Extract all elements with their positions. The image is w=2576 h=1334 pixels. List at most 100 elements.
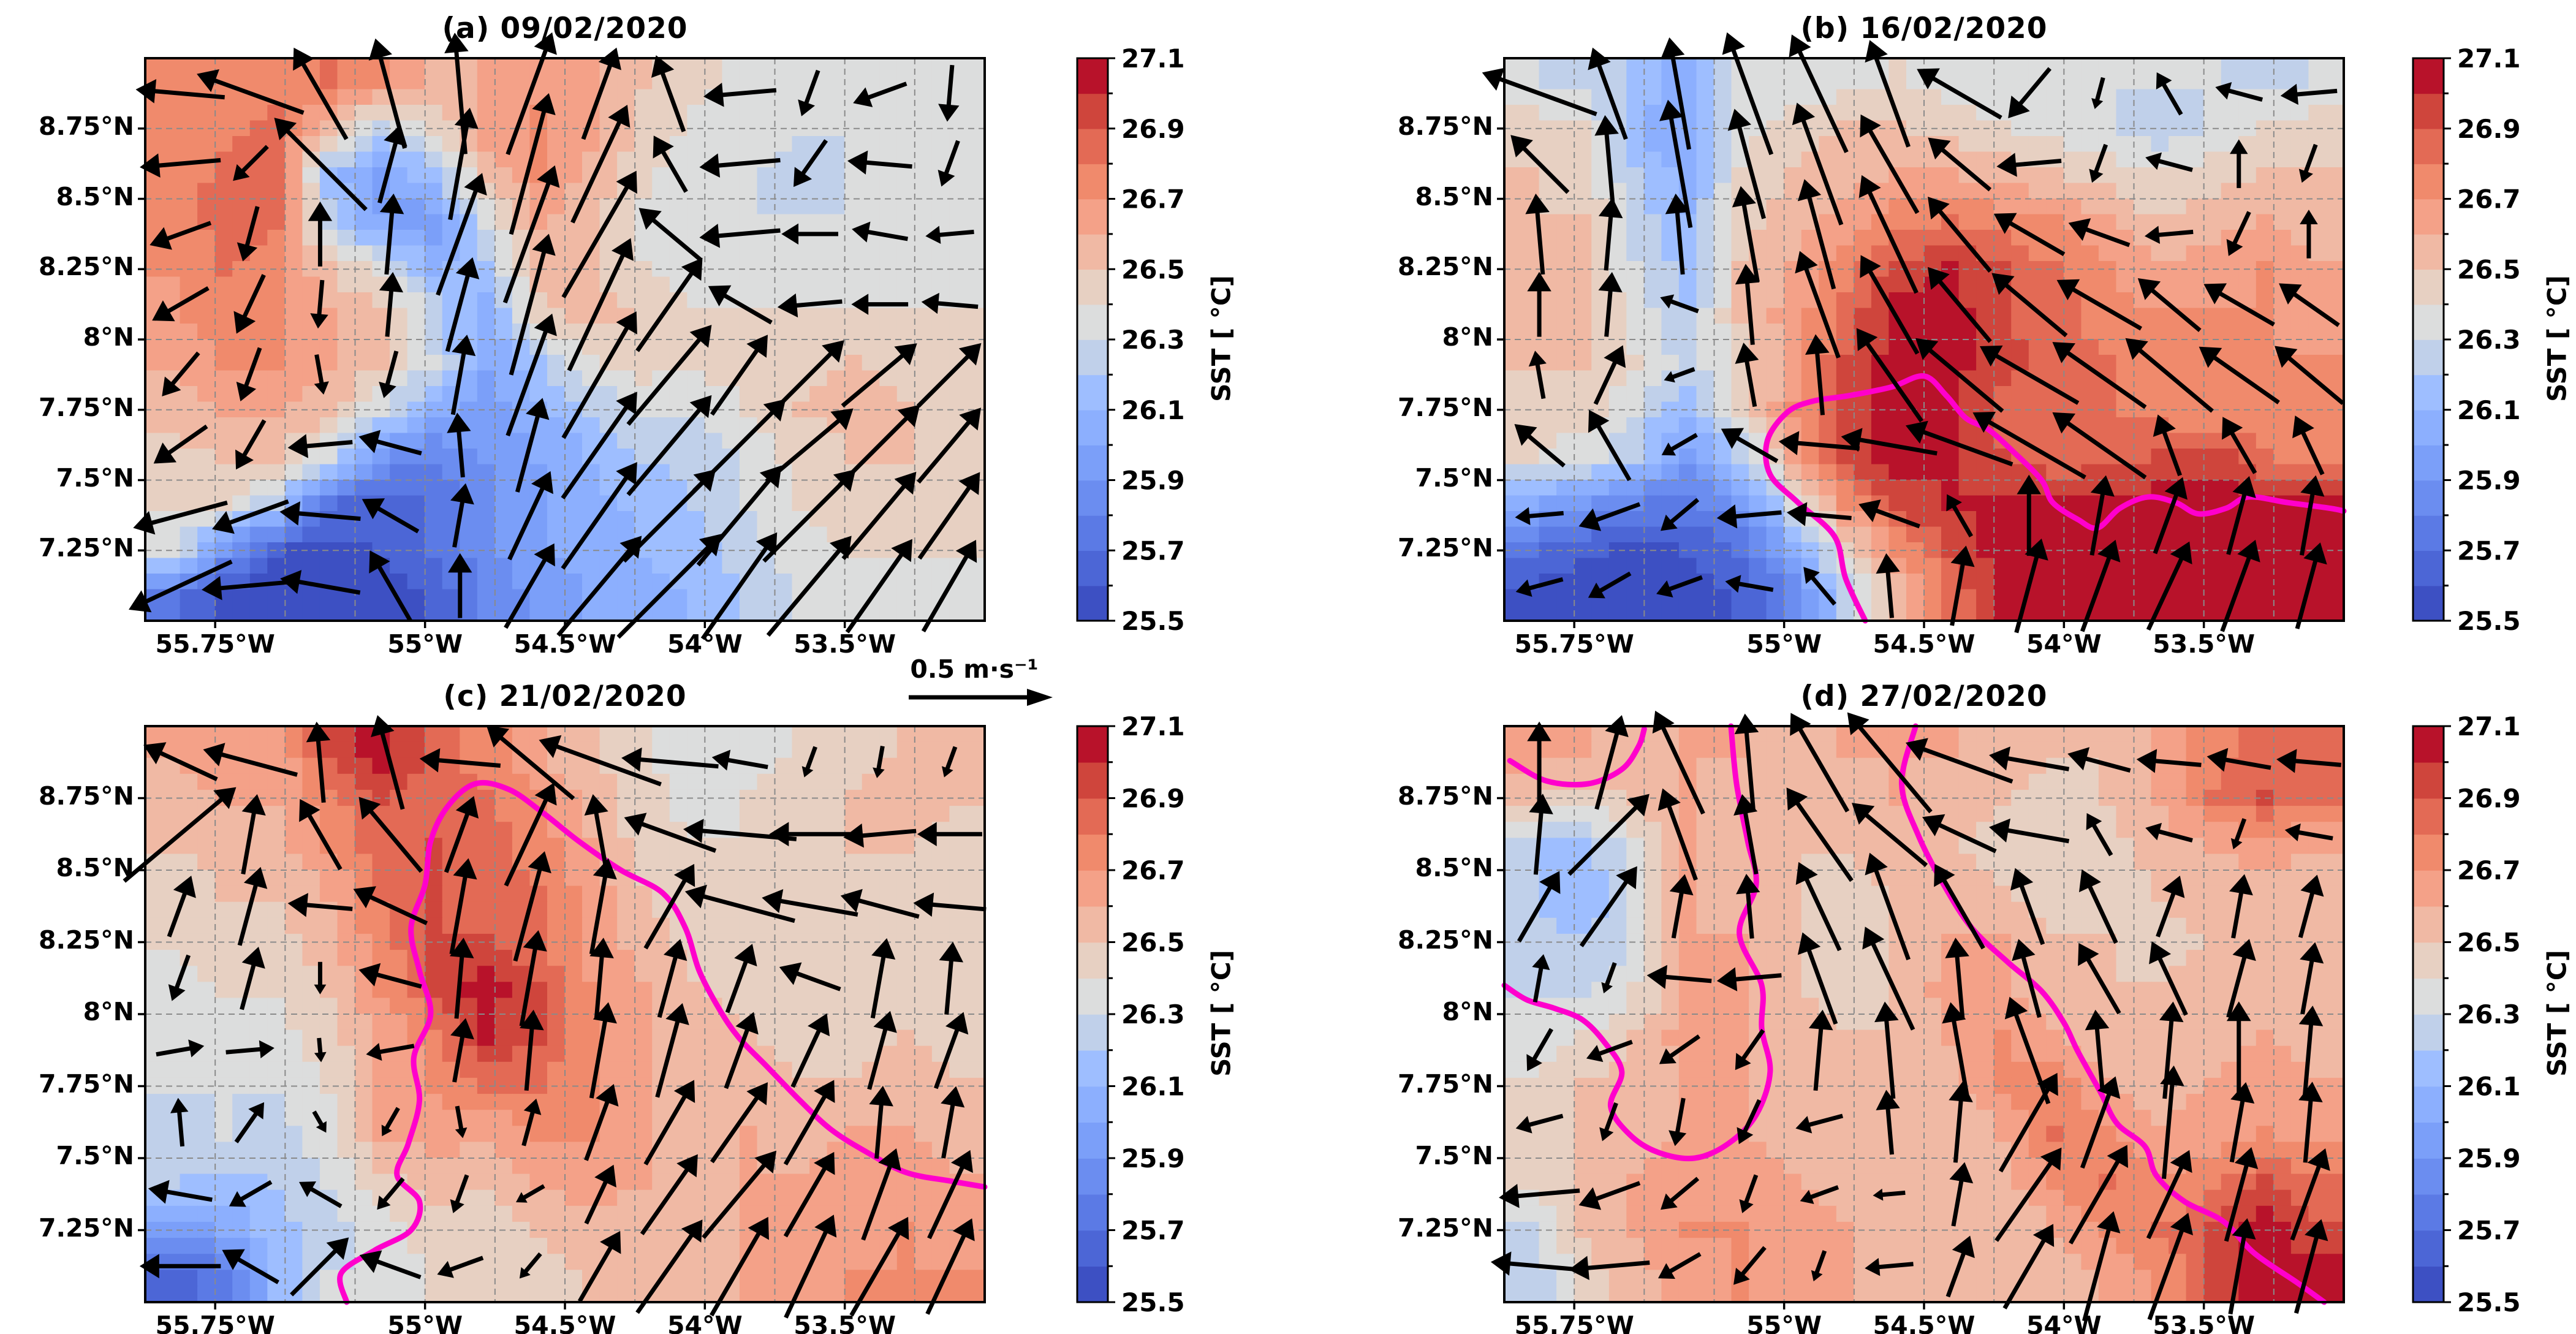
colorbar-tick-label: 25.7 <box>1121 536 1185 566</box>
colorbar-tick-label: 27.1 <box>1121 711 1185 741</box>
y-tick-label: 7.75°N <box>39 1069 134 1099</box>
y-tick-label: 8.5°N <box>1415 181 1493 211</box>
colorbar-tick-label: 25.7 <box>2457 1216 2521 1246</box>
colorbar-tick-label: 26.9 <box>1121 114 1185 144</box>
y-tick-label: 8.75°N <box>39 111 134 141</box>
colorbar-tick-label: 26.5 <box>2457 254 2521 284</box>
y-tick-label: 7.75°N <box>39 392 134 422</box>
panel-d: (d) 27/02/2020 55.75°W 55°W 54.5°W 54°W 53.5… <box>1398 680 2345 1334</box>
colorbar-tick-label: 26.7 <box>2457 855 2521 885</box>
colorbar-tick-label: 26.5 <box>2457 928 2521 958</box>
colorbar-tick-label: 26.5 <box>1121 928 1185 958</box>
colorbar-tick-label: 26.3 <box>2457 999 2521 1029</box>
y-tick-label: 7.25°N <box>1398 1213 1493 1243</box>
x-tick-label: 55°W <box>1746 629 1822 659</box>
y-tick-label: 8°N <box>83 997 134 1026</box>
y-tick-label: 7.25°N <box>39 533 134 563</box>
x-tick-label: 53.5°W <box>794 1311 896 1334</box>
colorbar-b-label: SST [ °C] <box>2542 275 2572 402</box>
y-tick-label: 7.5°N <box>56 1141 134 1170</box>
colorbar-tick-label: 26.1 <box>1121 1072 1185 1102</box>
x-tick-label: 54°W <box>2026 629 2102 659</box>
x-tick-label: 55°W <box>387 1311 463 1334</box>
panel-c: (c) 21/02/2020 55.75°W 55°W 54.5°W 54°W 53.5… <box>39 680 988 1334</box>
y-tick-label: 8.25°N <box>1398 925 1493 955</box>
colorbar-tick-label: 27.1 <box>1121 44 1185 74</box>
x-tick-label: 54°W <box>667 629 743 659</box>
colorbar-tick-label: 27.1 <box>2457 44 2521 74</box>
x-tick-label: 54°W <box>667 1311 743 1334</box>
colorbar-tick-label: 26.9 <box>2457 114 2521 144</box>
panel-c-title: (c) 21/02/2020 <box>443 680 687 713</box>
panel-a-plot <box>129 32 986 640</box>
colorbar-tick-label: 26.7 <box>1121 855 1185 885</box>
y-tick-label: 8.25°N <box>39 925 134 955</box>
panel-a-title: (a) 09/02/2020 <box>442 12 688 45</box>
colorbar-b-scale: 25.5 25.7 25.9 26.1 26.3 26.5 26.7 26.9 27.1 <box>2412 44 2521 636</box>
colorbar-tick-label: 25.7 <box>2457 536 2521 566</box>
colorbar-a-label: SST [ °C] <box>1206 275 1237 402</box>
colorbar-tick-label: 25.9 <box>1121 1143 1185 1173</box>
y-tick-label: 7.75°N <box>1398 392 1493 422</box>
x-tick-label: 54.5°W <box>1873 1311 1976 1334</box>
colorbar-tick-label: 25.9 <box>2457 466 2521 496</box>
x-tick-label: 55°W <box>1746 1311 1822 1334</box>
x-tick-label: 54.5°W <box>513 1311 616 1334</box>
colorbar-tick-label: 25.5 <box>2457 606 2521 636</box>
colorbar-tick-label: 25.9 <box>2457 1143 2521 1173</box>
colorbar-tick-label: 25.9 <box>1121 466 1185 496</box>
colorbar-tick-label: 26.7 <box>1121 184 1185 214</box>
y-tick-label: 7.25°N <box>39 1213 134 1243</box>
y-tick-label: 8.75°N <box>39 781 134 811</box>
y-tick-label: 7.5°N <box>56 463 134 493</box>
y-tick-label: 7.25°N <box>1398 533 1493 563</box>
y-tick-label: 8.75°N <box>1398 111 1493 141</box>
y-tick-label: 8.75°N <box>1398 781 1493 811</box>
y-tick-label: 8°N <box>83 322 134 352</box>
x-tick-label: 53.5°W <box>2153 1311 2256 1334</box>
panel-d-plot <box>1490 710 2345 1322</box>
colorbar-tick-label: 26.5 <box>1121 254 1185 284</box>
colorbar-c-scale: 25.5 25.7 25.9 26.1 26.3 26.5 26.7 26.9 27.1 <box>1076 711 1185 1317</box>
panel-b: (b) 16/02/2020 55.75°W 55°W 54.5°W 54°W 53.5… <box>1398 12 2347 659</box>
colorbar-d-label: SST [ °C] <box>2542 950 2572 1077</box>
y-tick-label: 8.5°N <box>56 853 134 882</box>
y-tick-label: 8.5°N <box>1415 853 1493 882</box>
x-tick-label: 54.5°W <box>513 629 616 659</box>
panel-b-plot <box>1482 32 2347 634</box>
y-tick-label: 8.25°N <box>39 252 134 282</box>
colorbar-tick-label: 25.5 <box>2457 1287 2521 1317</box>
colorbar-tick-label: 25.5 <box>1121 1287 1185 1317</box>
colorbar-a-scale: 25.5 25.7 25.9 26.1 26.3 26.5 26.7 26.9 27.1 <box>1076 44 1185 636</box>
colorbar-tick-label: 26.1 <box>2457 1072 2521 1102</box>
colorbar-tick-label: 26.1 <box>2457 395 2521 425</box>
quiver-key-label: 0.5 m·s⁻¹ <box>910 654 1039 684</box>
x-tick-label: 55.75°W <box>1514 1311 1634 1334</box>
colorbar-tick-label: 26.9 <box>1121 784 1185 814</box>
x-tick-label: 55.75°W <box>155 1311 275 1334</box>
colorbar-tick-label: 26.3 <box>1121 999 1185 1029</box>
panel-b-title: (b) 16/02/2020 <box>1800 12 2048 45</box>
colorbar-tick-label: 27.1 <box>2457 711 2521 741</box>
colorbar-tick-label: 26.9 <box>2457 784 2521 814</box>
y-tick-label: 7.75°N <box>1398 1069 1493 1099</box>
x-tick-label: 53.5°W <box>794 629 896 659</box>
x-tick-label: 53.5°W <box>2153 629 2256 659</box>
x-tick-label: 54°W <box>2026 1311 2102 1334</box>
panel-d-title: (d) 27/02/2020 <box>1800 680 2048 713</box>
colorbar-c-label: SST [ °C] <box>1206 950 1237 1077</box>
y-tick-label: 8.5°N <box>56 181 134 211</box>
x-tick-label: 54.5°W <box>1873 629 1976 659</box>
x-tick-label: 55°W <box>387 629 463 659</box>
x-tick-label: 55.75°W <box>155 629 275 659</box>
colorbar-d-scale: 25.5 25.7 25.9 26.1 26.3 26.5 26.7 26.9 27.1 <box>2412 711 2521 1317</box>
panel-c-plot <box>123 714 988 1319</box>
colorbar-tick-label: 26.1 <box>1121 395 1185 425</box>
colorbar-tick-label: 26.3 <box>1121 325 1185 355</box>
colorbar-tick-label: 26.7 <box>2457 184 2521 214</box>
y-tick-label: 8°N <box>1442 997 1493 1026</box>
y-tick-label: 7.5°N <box>1415 463 1493 493</box>
colorbar-tick-label: 25.5 <box>1121 606 1185 636</box>
y-tick-label: 8.25°N <box>1398 252 1493 282</box>
